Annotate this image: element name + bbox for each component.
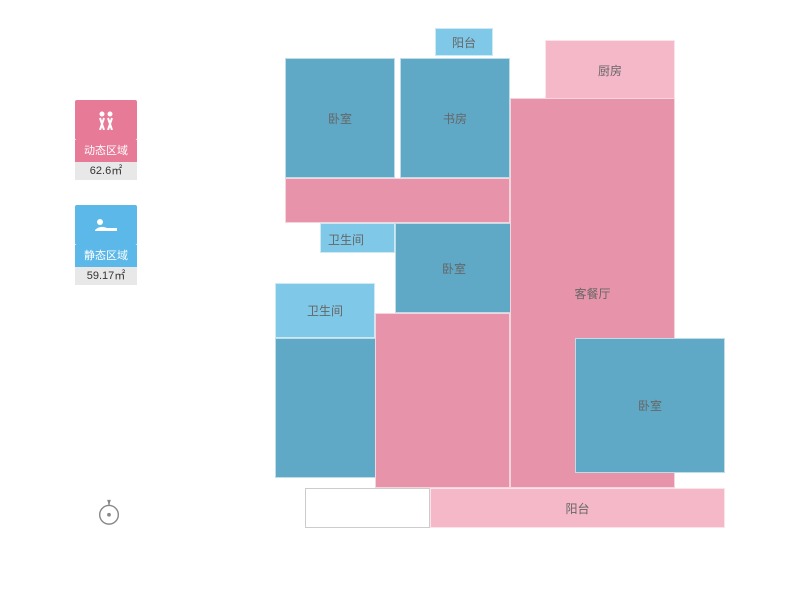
room-balcony-ext bbox=[305, 488, 430, 528]
static-icon bbox=[75, 205, 137, 245]
legend-dynamic: 动态区域 62.6㎡ bbox=[75, 100, 140, 180]
room-bedroom-br: 卧室 bbox=[575, 338, 725, 473]
room-kitchen: 厨房 bbox=[545, 40, 675, 100]
room-label-toilet2: 卫生间 bbox=[307, 302, 343, 319]
floorplan: 阳台厨房卧室书房卧室客餐厅卫生间卧室阳台卫生间 bbox=[275, 28, 725, 558]
room-corridor1 bbox=[285, 178, 510, 223]
room-label-kitchen: 厨房 bbox=[598, 62, 622, 79]
static-value: 59.17㎡ bbox=[75, 267, 137, 285]
room-label-toilet1: 卫生间 bbox=[328, 231, 364, 248]
room-label-balcony-top: 阳台 bbox=[452, 34, 476, 51]
dynamic-icon bbox=[75, 100, 137, 140]
room-bedroom-tl: 卧室 bbox=[285, 58, 395, 178]
static-label: 静态区域 bbox=[75, 245, 137, 267]
legend-panel: 动态区域 62.6㎡ 静态区域 59.17㎡ bbox=[75, 100, 140, 310]
compass-icon bbox=[95, 498, 123, 526]
legend-static: 静态区域 59.17㎡ bbox=[75, 205, 140, 285]
room-label-living: 客餐厅 bbox=[574, 285, 610, 302]
room-label-bedroom-br: 卧室 bbox=[638, 397, 662, 414]
dynamic-value: 62.6㎡ bbox=[75, 162, 137, 180]
room-corridor2 bbox=[375, 313, 510, 488]
room-label-balcony-bottom: 阳台 bbox=[565, 500, 589, 517]
room-label-bedroom-mid: 卧室 bbox=[442, 260, 466, 277]
room-label-study: 书房 bbox=[443, 110, 467, 127]
room-toilet2: 卫生间 bbox=[275, 283, 375, 338]
room-bedroom-mid: 卧室 bbox=[395, 223, 513, 313]
room-balcony-top: 阳台 bbox=[435, 28, 493, 56]
room-label-bedroom-tl: 卧室 bbox=[328, 110, 352, 127]
dynamic-label: 动态区域 bbox=[75, 140, 137, 162]
room-study: 书房 bbox=[400, 58, 510, 178]
room-balcony-bottom: 阳台 bbox=[430, 488, 725, 528]
